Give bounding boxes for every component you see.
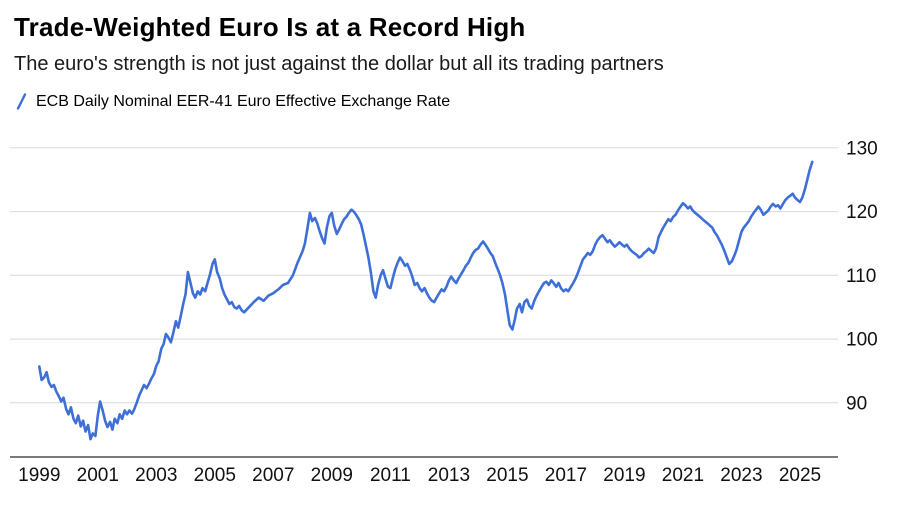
- x-tick-label: 2003: [135, 465, 177, 486]
- x-tick-label: 2013: [428, 465, 470, 486]
- y-tick-label: 110: [846, 266, 876, 287]
- x-tick-label: 1999: [18, 465, 60, 486]
- legend-line-icon: [16, 93, 27, 110]
- x-tick-label: 2005: [194, 465, 236, 486]
- x-tick-label: 2017: [545, 465, 587, 486]
- x-tick-label: 2015: [486, 465, 528, 486]
- series-line: [38, 160, 814, 441]
- x-tick-label: 2025: [779, 465, 821, 486]
- x-tick-label: 2023: [720, 465, 762, 486]
- y-tick-label: 90: [846, 393, 867, 414]
- legend: ECB Daily Nominal EER-41 Euro Effective …: [16, 92, 884, 111]
- y-tick-label: 120: [846, 202, 878, 223]
- y-tick-label: 100: [846, 330, 878, 351]
- chart-title: Trade-Weighted Euro Is at a Record High: [14, 12, 526, 42]
- x-tick-label: 2019: [603, 465, 645, 486]
- x-tick-label: 2007: [252, 465, 294, 486]
- chart-subtitle: The euro's strength is not just against …: [14, 53, 664, 75]
- chart-header: Trade-Weighted Euro Is at a Record High …: [14, 12, 884, 111]
- x-tick-label: 2011: [370, 465, 411, 486]
- legend-label: ECB Daily Nominal EER-41 Euro Effective …: [36, 92, 451, 110]
- x-tick-label: 2021: [662, 465, 704, 486]
- x-tick-label: 2001: [77, 465, 119, 486]
- x-tick-label: 2009: [311, 465, 353, 486]
- y-tick-label: 130: [846, 138, 878, 159]
